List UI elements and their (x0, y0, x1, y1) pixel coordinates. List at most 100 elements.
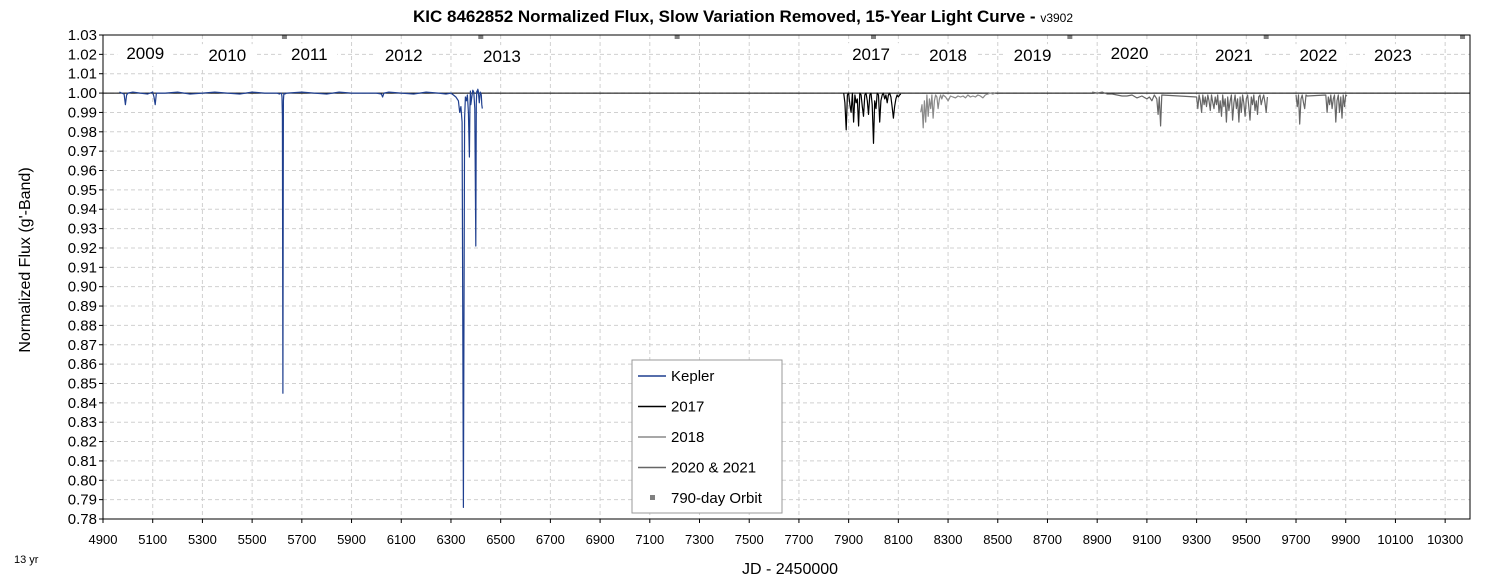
x-tick-label: 7900 (834, 532, 863, 547)
year-label: 2012 (385, 46, 423, 65)
x-tick-label: 5100 (138, 532, 167, 547)
y-tick-label: 0.99 (68, 104, 97, 121)
x-tick-label: 6900 (586, 532, 615, 547)
series-line-2017 (843, 92, 902, 144)
chart-title-main: KIC 8462852 Normalized Flux, Slow Variat… (413, 7, 1040, 26)
y-tick-label: 0.91 (68, 259, 97, 276)
x-tick-label: 9700 (1282, 532, 1311, 547)
x-tick-label: 5700 (287, 532, 316, 547)
x-tick-label: 7300 (685, 532, 714, 547)
year-labels: 2009 2010 2011 2012 2013 2017 2018 2019 2020 2021… (117, 42, 1421, 70)
data-series (103, 88, 1470, 508)
year-label: 2017 (852, 45, 890, 64)
orbit-marker (281, 35, 287, 39)
y-tick-label: 0.87 (68, 337, 97, 354)
y-tick-label: 0.80 (68, 472, 97, 489)
x-tick-label: 9300 (1182, 532, 1211, 547)
y-tick-label: 0.88 (68, 317, 97, 334)
grid-lines (102, 34, 1470, 520)
x-tick-label: 10300 (1427, 532, 1463, 547)
year-label-bg (199, 44, 256, 69)
year-label: 2020 (1111, 44, 1149, 63)
x-tick-label: 8300 (934, 532, 963, 547)
year-label: 2009 (126, 44, 164, 63)
year-label-bg (375, 44, 432, 69)
legend-label: 2020 & 2021 (671, 460, 756, 477)
year-label: 2011 (291, 45, 328, 64)
y-tick-label: 0.79 (68, 492, 97, 509)
y-tick-label: 1.00 (68, 85, 97, 102)
series-line-2020-2021 (1295, 94, 1348, 125)
chart-title-version: v3902 (1040, 11, 1073, 25)
y-tick-label: 0.98 (68, 124, 97, 141)
year-label: 2013 (483, 47, 521, 66)
y-tick-label: 0.81 (68, 453, 97, 470)
series-line-2020-2021 (1092, 91, 1268, 127)
x-tick-label: 5900 (337, 532, 366, 547)
y-tick-label: 0.97 (68, 143, 97, 160)
x-tick-label: 10100 (1377, 532, 1413, 547)
y-tick-label: 0.94 (68, 201, 97, 218)
legend: Kepler 2017 2018 2020 & 2021 790-day Orbit (631, 359, 783, 514)
x-tick-label: 7700 (784, 532, 813, 547)
y-tick-label: 1.01 (68, 66, 97, 83)
legend-swatch (650, 495, 655, 500)
legend-label: 2017 (671, 399, 704, 416)
orbit-marker (1067, 35, 1073, 39)
y-tick-label: 0.96 (68, 163, 97, 180)
x-tick-label: 4900 (89, 532, 118, 547)
x-tick-label: 9900 (1331, 532, 1360, 547)
x-tick-label: 8900 (1083, 532, 1112, 547)
year-label: 2019 (1014, 46, 1052, 65)
x-axis-label: JD - 2450000 (742, 561, 838, 578)
orbit-marker (478, 35, 484, 39)
legend-label: Kepler (671, 368, 714, 385)
x-tick-label: 7500 (735, 532, 764, 547)
x-tick-label: 9100 (1132, 532, 1161, 547)
y-tick-label: 0.86 (68, 356, 97, 373)
x-tick-label: 5500 (238, 532, 267, 547)
legend-label: 2018 (671, 429, 704, 446)
plot-area (103, 35, 1470, 519)
y-tick-label: 0.82 (68, 434, 97, 451)
y-tick-label: 1.02 (68, 46, 97, 63)
x-tick-label: 8700 (1033, 532, 1062, 547)
year-label-bg (1364, 44, 1421, 69)
year-label: 2022 (1299, 46, 1337, 65)
y-tick-label: 0.89 (68, 298, 97, 315)
y-axis-label: Normalized Flux (g'-Band) (17, 167, 34, 352)
x-tick-label: 5300 (188, 532, 217, 547)
series-line-2018 (920, 92, 996, 129)
x-tick-label: 7100 (635, 532, 664, 547)
year-label-bg (1004, 44, 1061, 69)
year-label: 2023 (1374, 46, 1412, 65)
y-tick-label: 0.83 (68, 414, 97, 431)
corner-note: 13 yr (14, 554, 39, 566)
year-label-bg (1101, 42, 1158, 67)
year-label-bg (1205, 44, 1262, 69)
series-line-kepler (119, 88, 483, 508)
plot-frame (102, 34, 1471, 520)
year-label-bg (281, 43, 338, 68)
x-tick-label: 6500 (486, 532, 515, 547)
year-label-bg (117, 42, 174, 67)
chart-title: KIC 8462852 Normalized Flux, Slow Variat… (413, 7, 1073, 26)
legend-label: 790-day Orbit (671, 490, 763, 507)
year-label-bg (473, 45, 530, 70)
orbit-marker (870, 35, 876, 39)
y-tick-label: 0.93 (68, 221, 97, 238)
y-tick-label: 0.84 (68, 395, 97, 412)
year-label-bg (1290, 44, 1347, 69)
y-tick-label: 0.85 (68, 375, 97, 392)
x-tick-label: 8500 (983, 532, 1012, 547)
orbit-marker (674, 35, 680, 39)
year-label-bg (843, 43, 900, 68)
axes: 1.03 1.02 1.01 1.00 0.99 0.98 0.97 0.96 0.95 0.94… (68, 27, 1471, 547)
orbit-marker (1263, 35, 1269, 39)
y-tick-label: 0.92 (68, 240, 97, 257)
orbit-marker (1460, 35, 1466, 39)
x-tick-label: 6300 (437, 532, 466, 547)
year-label: 2018 (929, 46, 967, 65)
y-tick-label: 0.95 (68, 182, 97, 199)
